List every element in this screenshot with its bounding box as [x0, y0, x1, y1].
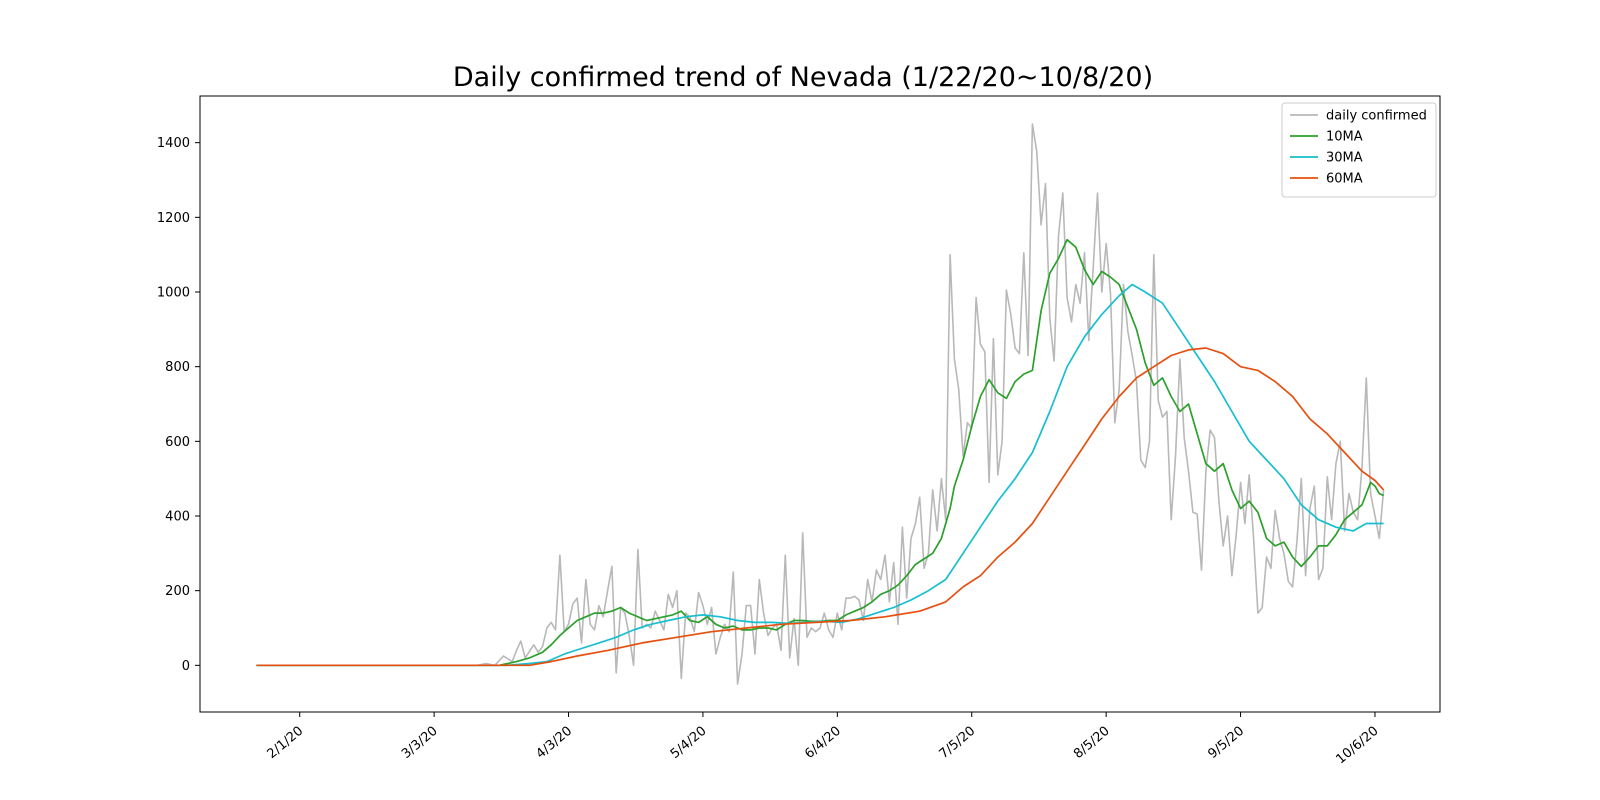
y-tick-label: 200 [165, 584, 190, 599]
legend-box [1281, 102, 1437, 198]
legend-label-10ma: 10MA [1326, 130, 1363, 145]
y-tick-label: 800 [165, 360, 190, 375]
series-line-60ma [256, 347, 1385, 667]
chart-title: Daily confirmed trend of Nevada (1/22/20… [453, 62, 1153, 93]
legend-label-daily-confirmed: daily confirmed [1326, 109, 1427, 124]
x-tick-label: 3/3/20 [399, 724, 441, 762]
legend-label-30ma: 30MA [1326, 151, 1363, 166]
x-axis: 2/1/20 3/3/20 4/3/20 5/4/20 6/4/20 7/5/20 8/5/… [265, 712, 1382, 767]
y-tick-label: 600 [165, 435, 190, 450]
series-line-10ma [256, 238, 1384, 667]
plot-area [256, 123, 1385, 685]
x-tick-label: 2/1/20 [265, 724, 307, 762]
y-tick-label: 1200 [157, 211, 190, 226]
x-tick-label: 7/5/20 [937, 724, 979, 762]
series-line-daily-confirmed [256, 123, 1385, 685]
legend: daily confirmed 10MA 30MA 60MA [1281, 102, 1437, 198]
y-axis: 0 200 400 600 800 1000 1200 1400 [157, 136, 200, 674]
y-tick-label: 1000 [157, 286, 190, 301]
y-tick-label: 0 [182, 659, 190, 674]
x-tick-label: 9/5/20 [1205, 724, 1247, 762]
x-tick-label: 10/6/20 [1333, 724, 1381, 768]
x-tick-label: 5/4/20 [668, 724, 710, 762]
x-tick-label: 6/4/20 [802, 724, 844, 762]
plot-frame [199, 95, 1441, 713]
y-tick-label: 400 [165, 510, 190, 525]
legend-label-60ma: 60MA [1326, 172, 1363, 187]
series-line-30ma [256, 283, 1384, 667]
x-tick-label: 4/3/20 [533, 724, 575, 762]
x-tick-label: 8/5/20 [1071, 724, 1113, 762]
y-tick-label: 1400 [157, 136, 190, 151]
